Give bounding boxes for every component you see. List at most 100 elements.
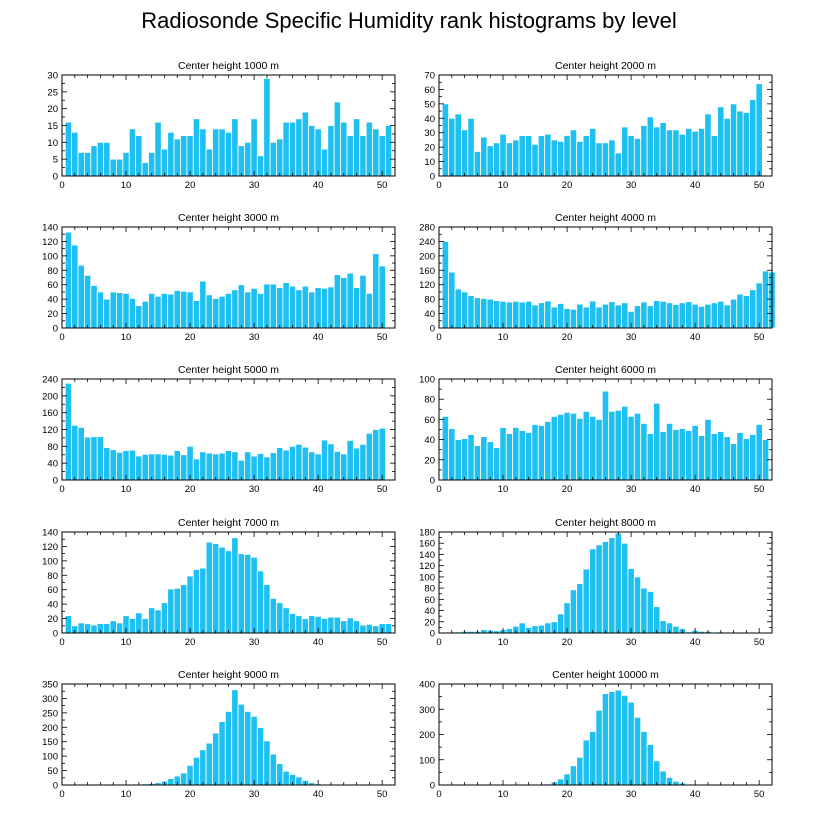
bar bbox=[295, 443, 303, 481]
y-tick-label: 80 bbox=[424, 584, 435, 595]
x-tick-label: 20 bbox=[185, 789, 196, 800]
bar bbox=[729, 103, 738, 177]
bar bbox=[301, 285, 309, 329]
bar bbox=[589, 415, 597, 481]
y-tick-label: 50 bbox=[424, 99, 435, 110]
bar bbox=[263, 584, 271, 634]
bar bbox=[244, 711, 252, 786]
bar bbox=[263, 456, 271, 481]
bar bbox=[646, 433, 654, 481]
x-tick-label: 0 bbox=[59, 180, 64, 191]
panel-2: Center height 2000 m 0 10 20 30 40 50 0 10 20 30 40… bbox=[424, 60, 773, 191]
bar bbox=[84, 436, 92, 481]
bar bbox=[704, 113, 712, 177]
bar bbox=[678, 133, 686, 177]
bar bbox=[282, 121, 290, 177]
x-tick-label: 50 bbox=[754, 637, 765, 648]
bar bbox=[665, 302, 674, 329]
bar bbox=[480, 436, 488, 481]
bar bbox=[64, 382, 73, 481]
y-tick-label: 100 bbox=[42, 251, 58, 262]
bar bbox=[550, 139, 558, 177]
bar bbox=[742, 438, 750, 481]
x-tick-label: 20 bbox=[562, 332, 573, 343]
bar bbox=[653, 126, 661, 177]
x-tick-label: 10 bbox=[498, 332, 509, 343]
bar bbox=[167, 588, 175, 634]
x-tick-label: 0 bbox=[59, 789, 64, 800]
bar bbox=[308, 291, 316, 329]
bar bbox=[212, 453, 220, 481]
bar bbox=[333, 101, 341, 177]
bar bbox=[320, 439, 329, 481]
bar bbox=[308, 451, 316, 481]
bar bbox=[186, 575, 194, 634]
bar bbox=[755, 424, 763, 481]
bar bbox=[710, 433, 718, 481]
bar bbox=[582, 306, 590, 329]
bar bbox=[116, 292, 124, 329]
y-tick-label: 200 bbox=[419, 251, 435, 262]
bar bbox=[327, 125, 335, 177]
x-tick-label: 10 bbox=[121, 789, 132, 800]
bar bbox=[295, 289, 303, 329]
bar bbox=[212, 732, 220, 786]
y-tick-label: 5 bbox=[53, 155, 58, 166]
y-tick-label: 240 bbox=[419, 237, 435, 248]
y-tick-label: 0 bbox=[53, 781, 58, 792]
bar bbox=[231, 537, 239, 634]
bar bbox=[199, 567, 207, 634]
bar bbox=[256, 155, 265, 177]
bar bbox=[103, 141, 111, 177]
y-tick-label: 140 bbox=[42, 528, 58, 539]
bar bbox=[192, 118, 201, 177]
x-tick-label: 40 bbox=[313, 637, 324, 648]
bar bbox=[595, 142, 603, 177]
bar bbox=[199, 128, 207, 177]
bar bbox=[595, 544, 603, 634]
x-tick-label: 10 bbox=[121, 332, 132, 343]
x-tick-label: 40 bbox=[313, 332, 324, 343]
x-tick-label: 10 bbox=[498, 637, 509, 648]
bar bbox=[755, 83, 763, 177]
panel-title: Center height 3000 m bbox=[178, 212, 279, 224]
bar bbox=[537, 302, 546, 329]
bar bbox=[327, 286, 335, 329]
bar bbox=[633, 716, 642, 786]
bar bbox=[218, 295, 226, 329]
x-tick-label: 30 bbox=[626, 332, 637, 343]
x-tick-label: 20 bbox=[562, 484, 573, 495]
bar bbox=[340, 121, 348, 177]
bar bbox=[103, 298, 111, 329]
y-tick-label: 20 bbox=[47, 614, 58, 625]
bar bbox=[480, 629, 488, 634]
bar bbox=[531, 424, 539, 481]
x-tick-label: 30 bbox=[626, 637, 637, 648]
bar bbox=[569, 589, 578, 634]
bar bbox=[333, 616, 341, 634]
bar bbox=[90, 145, 98, 177]
bar bbox=[537, 425, 546, 481]
bar bbox=[263, 77, 271, 177]
bar bbox=[160, 602, 169, 634]
x-tick-label: 0 bbox=[436, 332, 441, 343]
bar bbox=[263, 283, 271, 329]
bar bbox=[493, 447, 501, 481]
bar bbox=[576, 303, 584, 329]
bar bbox=[742, 112, 750, 177]
y-tick-label: 40 bbox=[424, 435, 435, 446]
bar bbox=[276, 602, 284, 634]
bar bbox=[276, 138, 284, 177]
y-tick-label: 120 bbox=[42, 542, 58, 553]
bar bbox=[672, 429, 680, 481]
bar bbox=[359, 443, 367, 481]
bar bbox=[723, 304, 731, 329]
panel-6: Center height 6000 m 0 10 20 30 40 50 0 20 40 60 80… bbox=[419, 364, 773, 495]
bar bbox=[608, 139, 616, 177]
bar bbox=[77, 152, 85, 177]
bar bbox=[518, 622, 526, 634]
panel-title: Center height 2000 m bbox=[555, 60, 656, 72]
bar bbox=[77, 622, 85, 634]
bar bbox=[218, 452, 226, 481]
